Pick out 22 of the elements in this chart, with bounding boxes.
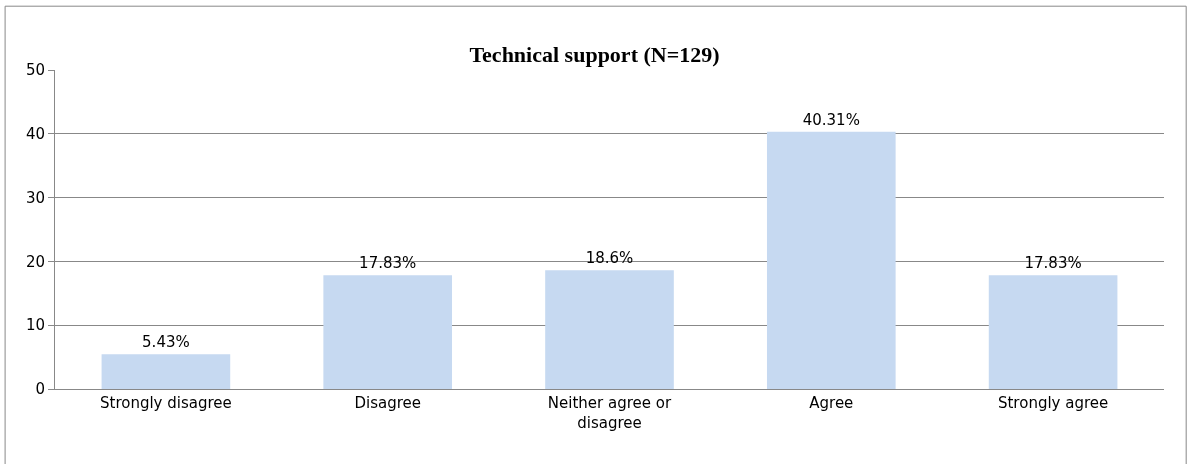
y-tick-label: 20 [25, 252, 45, 271]
bar [766, 131, 896, 389]
x-tick-label: Agree [809, 394, 854, 412]
data-label: 17.83% [359, 254, 417, 273]
y-tick-label: 0 [35, 380, 45, 399]
data-label: 40.31% [802, 110, 860, 129]
bar [545, 270, 674, 389]
y-tick-label: 10 [25, 316, 45, 335]
data-label: 5.43% [142, 333, 190, 352]
bar [101, 354, 231, 389]
data-label: 18.6% [585, 249, 634, 268]
bar [988, 275, 1118, 389]
y-tick-label: 40 [25, 125, 45, 144]
y-tick-label: 50 [25, 61, 45, 80]
y-tick-label: 30 [25, 188, 45, 207]
chart-title: Technical support (N=129) [469, 41, 720, 67]
x-tick-label: Strongly disagree [100, 394, 232, 412]
x-tick-label: Strongly agree [997, 394, 1109, 412]
bar [323, 275, 453, 389]
x-tick-label: Disagree [354, 394, 421, 412]
data-label: 17.83% [1024, 254, 1082, 273]
x-tick-label: Neither agree or disagree [547, 394, 672, 432]
